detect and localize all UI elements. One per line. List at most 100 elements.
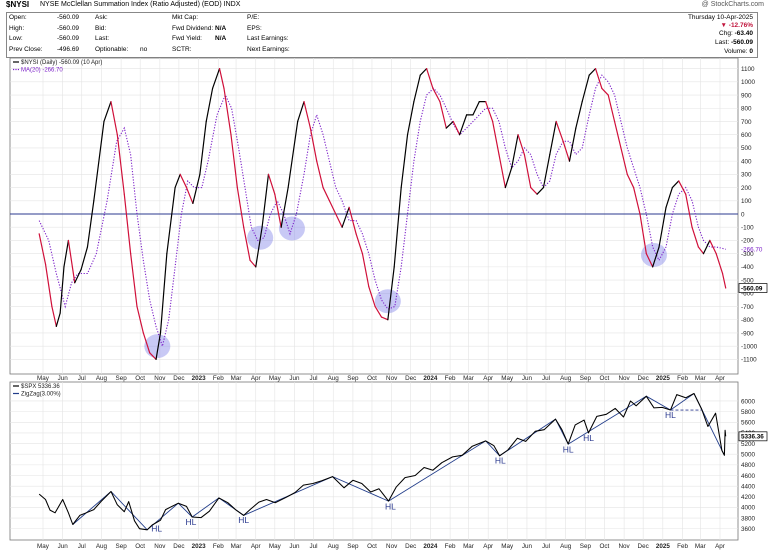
quote-row: Chg: -63.40 bbox=[719, 30, 753, 37]
quote-date: Thursday 10-Apr-2025 bbox=[687, 14, 753, 21]
y-tick-label: 1000 bbox=[741, 79, 756, 86]
info-value: -496.69 bbox=[57, 45, 80, 53]
nysi-segment bbox=[38, 233, 47, 265]
x-tick-label: Feb bbox=[677, 375, 688, 382]
x-tick-label: Apr bbox=[715, 543, 725, 550]
nysi-segment bbox=[613, 120, 622, 149]
spx-line bbox=[38, 392, 727, 531]
legend-label: $NYSI (Daily) -560.09 (10 Apr) bbox=[21, 60, 102, 66]
x-tick-label: Aug bbox=[560, 375, 572, 382]
nysi-segment bbox=[588, 68, 597, 76]
nysi-segment bbox=[223, 87, 232, 136]
quote-value: -560.09 bbox=[730, 39, 753, 46]
x-tick-label: Oct bbox=[135, 375, 145, 382]
x-tick-label: Apr bbox=[251, 543, 261, 550]
quote-value: -63.40 bbox=[734, 30, 753, 37]
y-tick-label: 500 bbox=[741, 145, 752, 152]
nysi-segment bbox=[192, 173, 201, 205]
y-tick-label: -600 bbox=[741, 291, 754, 298]
nysi-segment bbox=[380, 316, 389, 321]
nysi-segment bbox=[230, 134, 238, 189]
info-panel: Open: -560.09 High: -560.09 Low: -560.09 Prev … bbox=[6, 12, 758, 58]
nysi-segment bbox=[425, 68, 434, 90]
nysi-segment bbox=[581, 74, 590, 103]
nysi-segment bbox=[639, 213, 647, 255]
quote-key: Volume: bbox=[724, 48, 750, 55]
x-tick-label: May bbox=[37, 375, 50, 382]
x-tick-label: Sep bbox=[580, 375, 592, 382]
legend-label: MA(20) -266.70 bbox=[21, 68, 63, 74]
down-triangle-icon: ▼ bbox=[720, 22, 727, 29]
hl-annotation: HL bbox=[385, 501, 396, 511]
nysi-segment bbox=[523, 153, 532, 189]
x-tick-label: Nov bbox=[386, 543, 398, 550]
x-tick-label: Aug bbox=[328, 375, 340, 382]
x-tick-label: Apr bbox=[251, 375, 261, 382]
nysi-segment bbox=[562, 140, 571, 162]
x-tick-label: 2023 bbox=[192, 543, 207, 550]
nysi-segment bbox=[575, 101, 583, 129]
y-tick-label: 4400 bbox=[741, 483, 756, 490]
nysi-segment bbox=[549, 120, 557, 156]
nysi-segment bbox=[459, 114, 468, 136]
x-tick-label: Jul bbox=[78, 375, 86, 382]
info-key: Last Earnings: bbox=[247, 35, 289, 42]
nysi-segment bbox=[419, 68, 428, 76]
x-tick-label: Nov bbox=[154, 543, 166, 550]
nysi-segment bbox=[658, 206, 667, 248]
info-key: Fwd Yield: bbox=[172, 35, 202, 42]
x-tick-label: Nov bbox=[619, 543, 631, 550]
nysi-segment bbox=[155, 332, 162, 360]
y-tick-label: 3600 bbox=[741, 526, 756, 533]
y-tick-label: 5200 bbox=[741, 441, 756, 448]
nysi-segment bbox=[542, 153, 551, 189]
nysi-segment bbox=[341, 206, 350, 228]
y-tick-label: 200 bbox=[741, 185, 752, 192]
x-tick-label: Feb bbox=[213, 543, 224, 550]
x-tick-label: 2025 bbox=[656, 375, 671, 382]
info-key: Mkt Cap: bbox=[172, 14, 199, 21]
nysi-segment bbox=[174, 173, 181, 189]
info-value: no bbox=[140, 45, 148, 53]
info-key: Bid: bbox=[95, 24, 107, 32]
y-tick-label: -300 bbox=[741, 251, 754, 258]
y-tick-label: -700 bbox=[741, 304, 754, 311]
x-tick-label: Feb bbox=[445, 543, 456, 550]
nysi-segment bbox=[355, 233, 364, 255]
nysi-segment bbox=[517, 134, 525, 156]
symbol-label[interactable]: $NYSI bbox=[6, 0, 30, 9]
x-tick-label: Aug bbox=[96, 543, 108, 550]
x-tick-label: Jul bbox=[310, 543, 318, 550]
y-tick-label: -1000 bbox=[741, 343, 758, 350]
nysi-segment bbox=[63, 239, 70, 268]
nysi-segment bbox=[555, 120, 564, 142]
nysi-segment bbox=[452, 120, 461, 136]
nysi-segment bbox=[702, 239, 711, 255]
y-tick-label: -800 bbox=[741, 317, 754, 324]
nysi-segment bbox=[485, 101, 494, 123]
x-tick-label: Jul bbox=[542, 375, 550, 382]
change-percent: ▼ -12.76% bbox=[721, 22, 753, 29]
nysi-panel: 110010009008007006005004003002001000-100… bbox=[9, 57, 768, 382]
y-tick-label: -200 bbox=[741, 238, 754, 245]
x-tick-label: Apr bbox=[483, 543, 493, 550]
x-tick-label: Oct bbox=[600, 375, 610, 382]
last-value-label: 5336.36 bbox=[741, 434, 764, 441]
y-tick-label: 100 bbox=[741, 198, 752, 205]
nysi-segment bbox=[130, 253, 138, 308]
x-tick-label: Mar bbox=[463, 375, 474, 382]
y-tick-label: 4200 bbox=[741, 494, 756, 501]
nysi-segment bbox=[123, 193, 132, 255]
nysi-segment bbox=[199, 120, 207, 175]
nysi-segment bbox=[44, 263, 53, 308]
nysi-segment bbox=[432, 87, 441, 103]
y-tick-label: 5800 bbox=[741, 409, 756, 416]
nysi-segment bbox=[218, 68, 225, 90]
info-key: High: bbox=[9, 24, 25, 32]
nysi-segment bbox=[280, 186, 289, 228]
x-tick-label: Jun bbox=[522, 375, 533, 382]
nysi-segment bbox=[492, 120, 500, 156]
nysi-segment bbox=[274, 193, 282, 228]
x-tick-label: Dec bbox=[173, 375, 184, 382]
